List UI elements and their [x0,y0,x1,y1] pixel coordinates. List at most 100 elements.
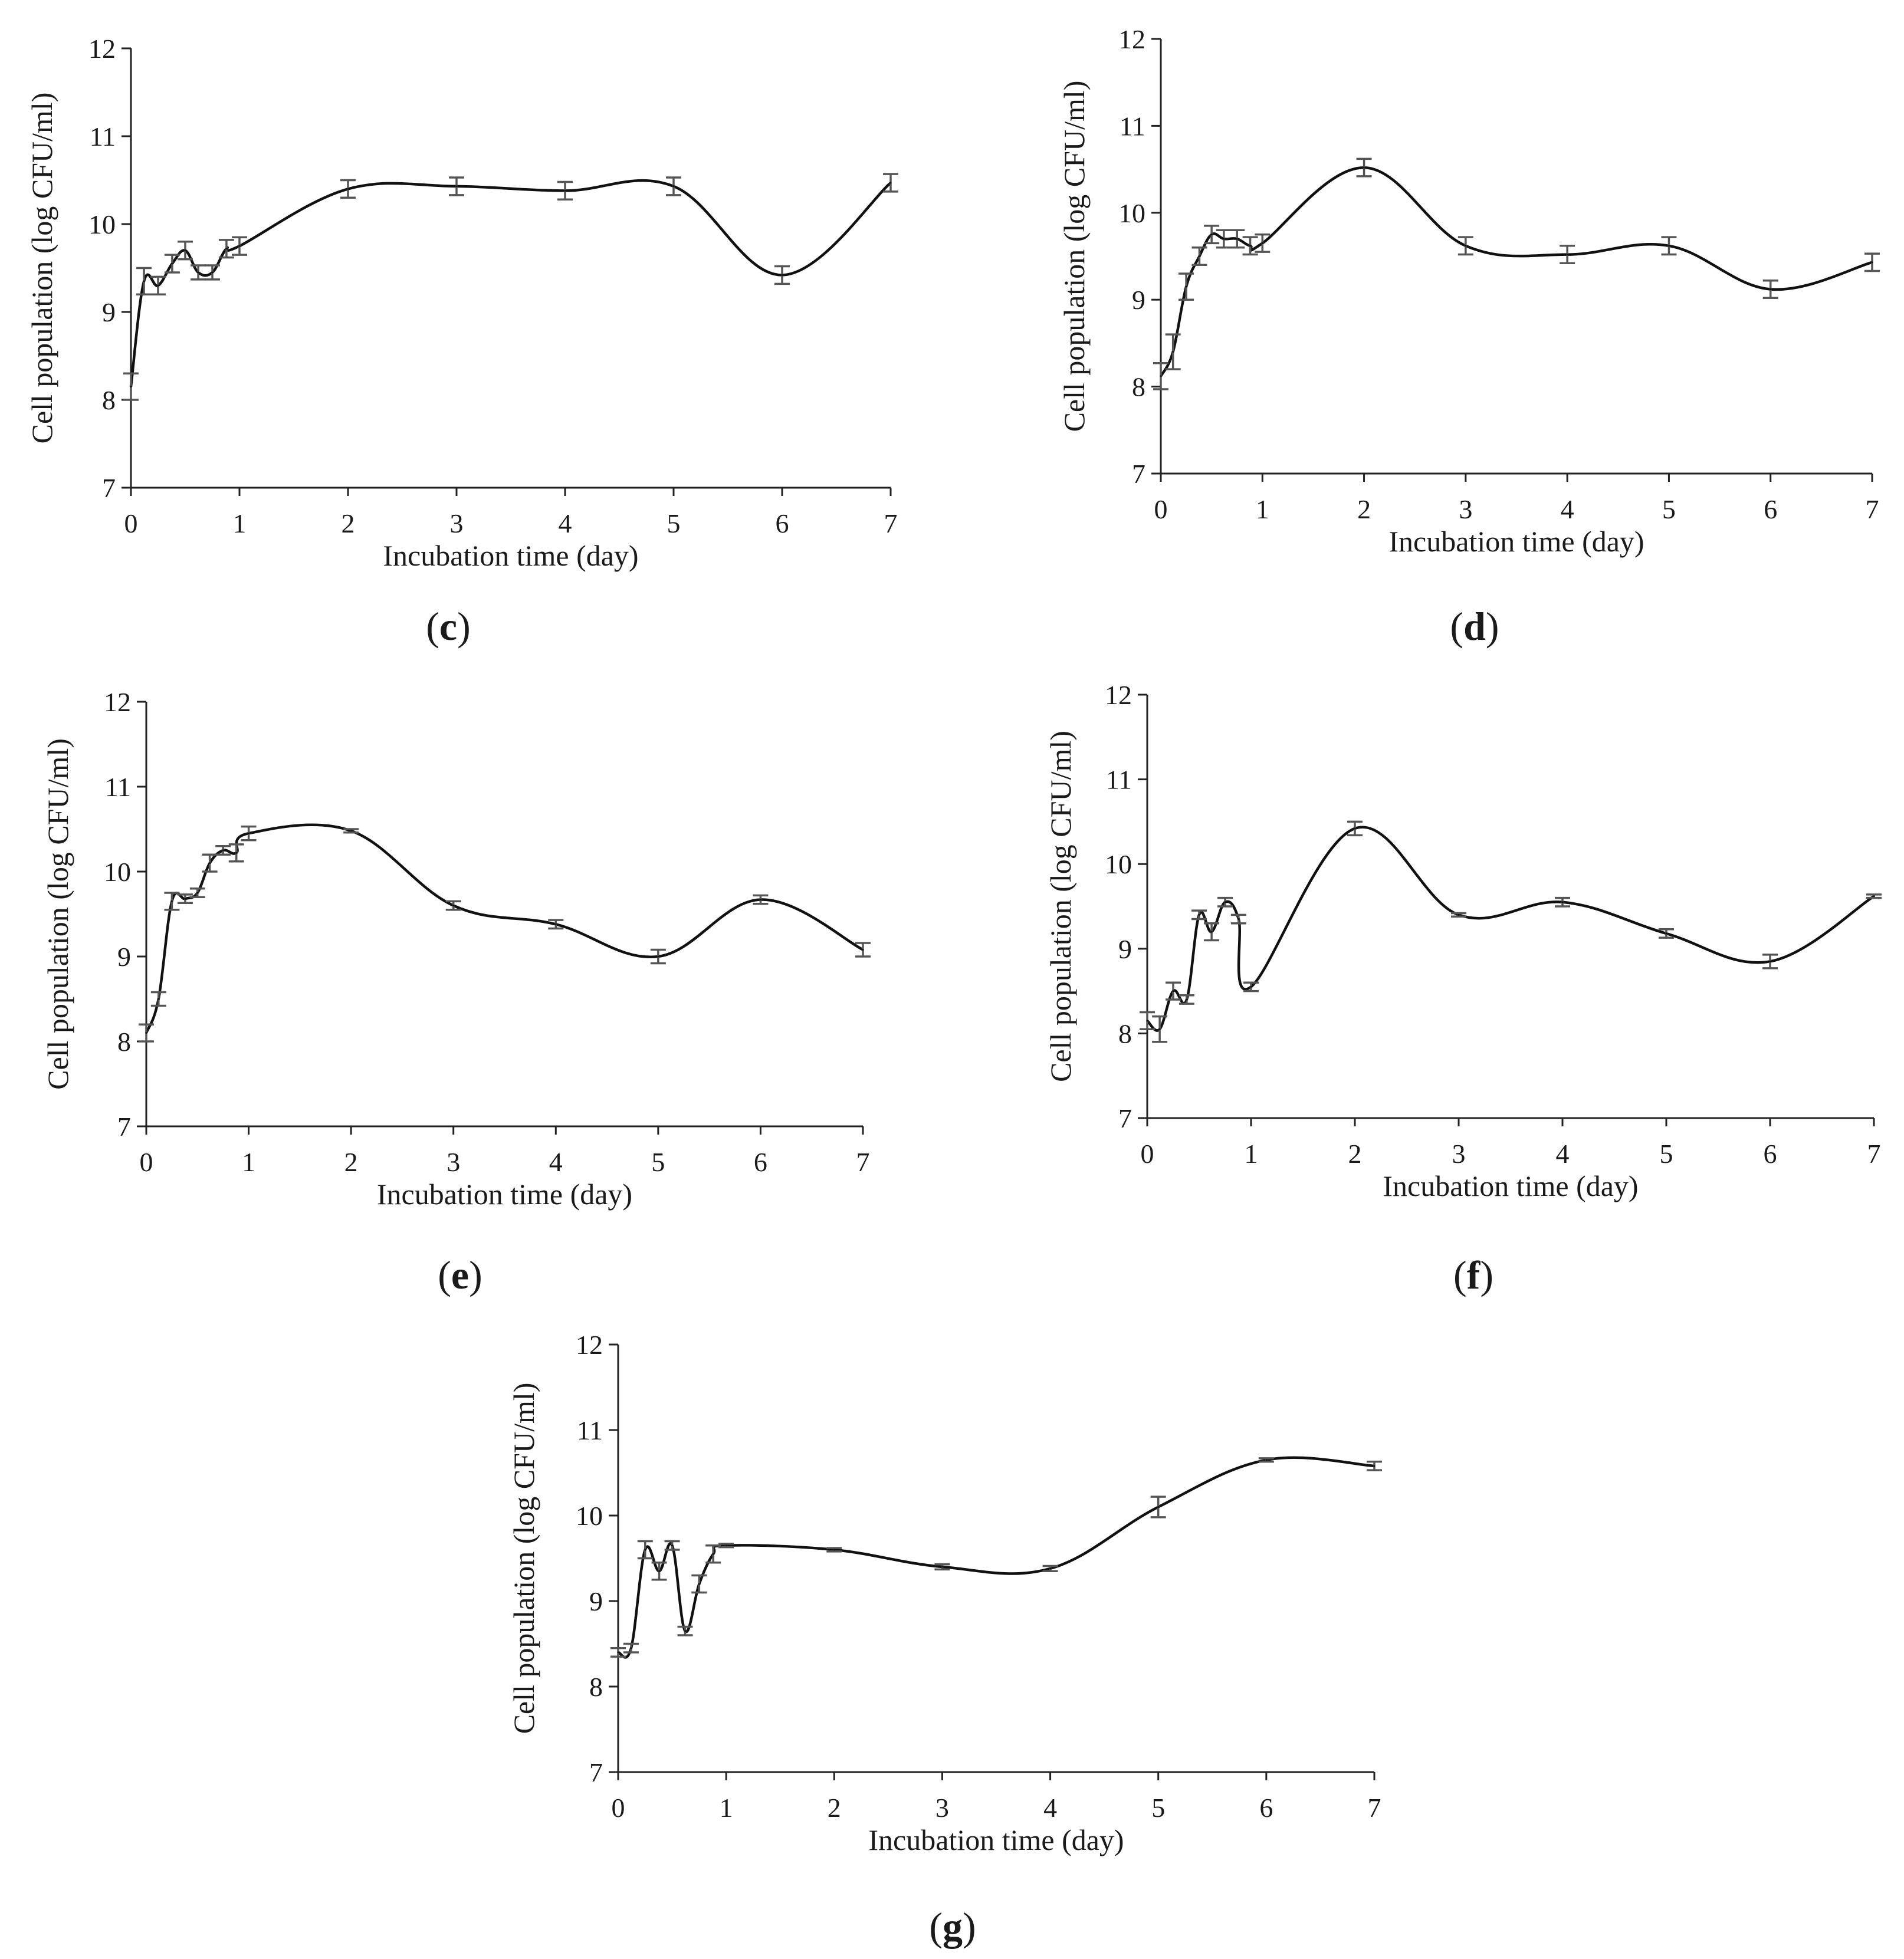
error-bar [691,1574,707,1594]
x-tick-label: 2 [1348,1139,1362,1169]
error-bar [215,845,231,856]
data-point [759,899,761,901]
data-point [197,271,199,274]
y-tick-label: 12 [576,1330,603,1360]
error-bar [232,236,247,256]
error-bar [718,1543,734,1549]
data-point [1210,931,1213,933]
data-point [1172,990,1174,992]
panel-label-paren-close: ) [963,1904,976,1949]
error-bar [1204,225,1220,245]
y-tick-label: 7 [102,473,116,503]
error-bar [1864,252,1880,272]
data-point [1146,1020,1148,1022]
error-bar [136,267,152,295]
data-point [1769,960,1771,962]
x-tick-label: 0 [140,1147,153,1177]
x-tick-label: 2 [1357,494,1371,524]
data-point [1457,913,1460,916]
data-point [171,262,173,265]
panel-label-paren-close: ) [469,1253,482,1297]
data-point [145,1032,147,1034]
x-tick-label: 6 [1764,494,1777,524]
x-tick-label: 0 [124,508,138,538]
data-point [889,182,892,184]
error-bar [623,1642,639,1654]
data-point [658,1570,661,1572]
data-point [157,998,160,1000]
data-point [1873,895,1875,898]
series-line [145,823,864,1034]
panel-label-paren-open: ( [438,1253,451,1297]
y-axis-label: Cell population (log CFU/ml) [25,93,58,444]
x-tick-label: 6 [1259,1793,1273,1823]
x-tick-label: 3 [1452,1139,1466,1169]
data-point [1157,1506,1160,1508]
data-point [644,1549,646,1551]
data-point [211,271,214,274]
y-tick-label: 9 [1118,934,1132,964]
y-tick-label: 7 [1118,1103,1132,1133]
x-axis-label: Incubation time (day) [1383,1169,1638,1202]
error-bar [139,1023,154,1043]
error-bar [150,991,166,1007]
error-bar [343,828,359,834]
error-bar [1451,912,1466,918]
x-tick-label: 7 [1368,1793,1381,1823]
error-bar [1243,981,1259,992]
y-tick-label: 7 [1132,459,1145,489]
error-bar [1560,245,1575,265]
panel-label: (g) [929,1904,976,1949]
y-tick-label: 9 [102,297,116,327]
error-bar [1178,272,1194,301]
x-tick-label: 4 [1561,494,1574,524]
data-point [1172,351,1174,353]
data-point [684,1630,687,1632]
error-bar [1762,954,1778,969]
y-tick-label: 9 [589,1586,603,1616]
x-tick-label: 3 [1459,494,1472,524]
data-point [617,1651,619,1654]
x-axis-label: Incubation time (day) [868,1823,1124,1856]
y-tick-label: 8 [1132,372,1145,402]
error-bar [651,1562,667,1581]
y-axis-label: Cell population (log CFU/ml) [1058,81,1091,432]
data-point [1185,285,1187,288]
x-tick-label: 5 [1660,1139,1673,1169]
x-tick-label: 7 [1866,494,1879,524]
data-point [196,892,199,894]
data-point [225,248,228,250]
y-tick-label: 11 [577,1415,603,1445]
data-point [862,948,864,951]
data-point [143,280,145,282]
error-bar [1150,1495,1166,1518]
panel-label-letter: e [451,1253,469,1297]
error-bar [1242,236,1258,256]
x-tick-label: 2 [828,1793,841,1823]
data-point [1237,918,1240,921]
y-axis-label: Cell population (log CFU/ml) [507,1383,540,1734]
x-tick-label: 0 [1141,1139,1154,1169]
data-point [1198,255,1200,257]
data-point [725,1544,727,1547]
x-tick-label: 0 [612,1793,625,1823]
y-tick-label: 10 [1118,198,1145,228]
y-tick-label: 11 [1120,111,1145,141]
data-point [157,284,159,287]
data-point [630,1647,632,1649]
data-point [1770,288,1772,291]
error-bar [241,825,257,842]
y-tick-label: 12 [1118,24,1145,54]
x-tick-label: 4 [1043,1793,1057,1823]
error-bar [1204,922,1220,942]
data-point [130,386,132,388]
error-bar [1255,233,1271,253]
x-tick-label: 1 [242,1147,255,1177]
x-axis-label: Incubation time (day) [1388,525,1644,558]
panel-label: (f) [1453,1253,1493,1297]
x-axis-label: Incubation time (day) [383,539,638,572]
error-bar [1347,820,1363,837]
error-bar [150,275,166,295]
y-tick-label: 10 [1105,849,1132,879]
